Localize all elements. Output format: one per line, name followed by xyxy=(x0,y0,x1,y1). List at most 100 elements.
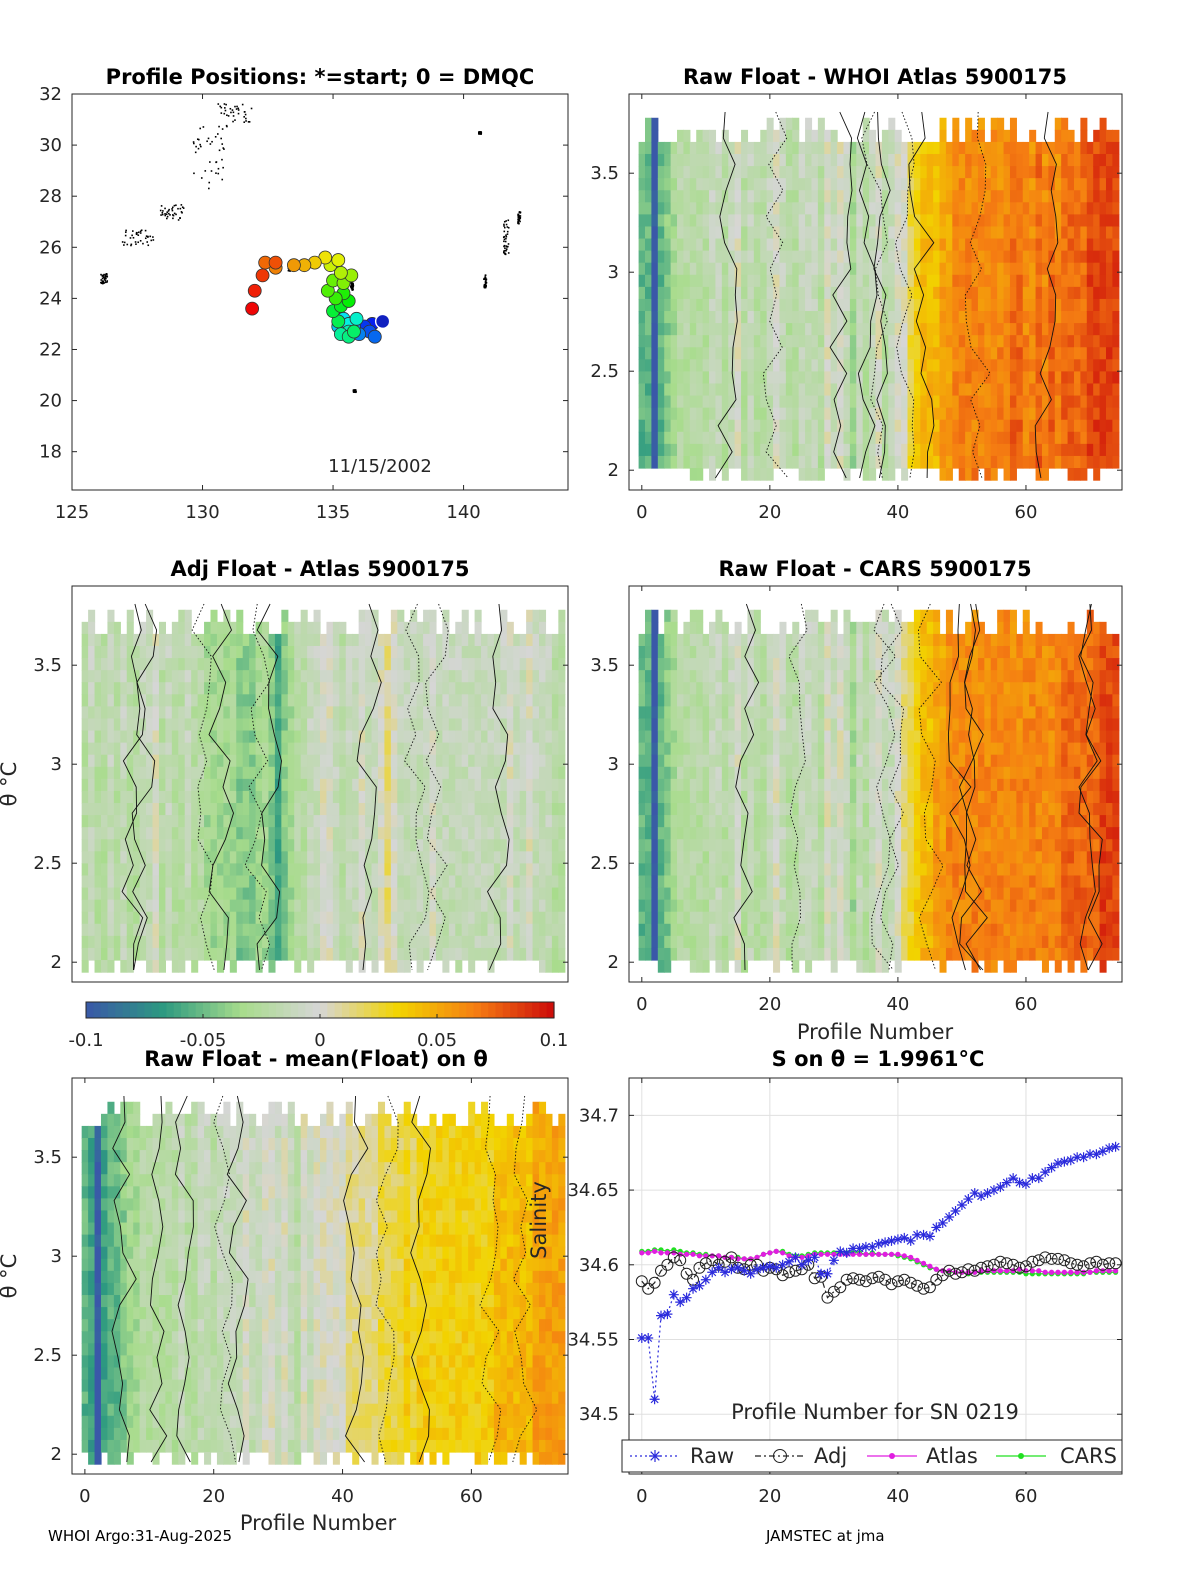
heatmap-cell xyxy=(977,347,985,360)
heatmap-cell xyxy=(371,754,379,768)
heatmap-cell xyxy=(689,455,697,469)
heatmap-cell xyxy=(294,766,302,780)
heatmap-cell xyxy=(1016,250,1024,264)
heatmap-cell xyxy=(410,609,418,623)
heatmap-cell xyxy=(191,863,199,877)
heatmap-cell xyxy=(824,129,832,143)
heatmap-cell xyxy=(638,190,646,203)
heatmap-cell xyxy=(326,754,334,768)
heatmap-cell xyxy=(191,911,199,925)
heatmap-cell xyxy=(307,887,315,901)
heatmap-cell xyxy=(268,706,276,720)
heatmap-cell xyxy=(1035,419,1043,433)
heatmap-cell xyxy=(977,214,985,228)
heatmap-cell xyxy=(696,347,704,360)
heatmap-cell xyxy=(1035,347,1043,360)
heatmap-cell xyxy=(907,419,915,433)
heatmap-cell xyxy=(990,347,998,360)
heatmap-cell xyxy=(715,323,723,336)
heatmap-cell xyxy=(753,468,761,481)
heatmap-cell xyxy=(294,875,302,889)
heatmap-cell xyxy=(1029,383,1037,397)
heatmap-cell xyxy=(1093,129,1101,143)
heatmap-cell xyxy=(171,645,179,659)
heatmap-cell xyxy=(1080,371,1088,385)
heatmap-cell xyxy=(734,250,742,264)
heatmap-cell xyxy=(94,911,102,925)
heatmap-cell xyxy=(339,766,347,780)
heatmap-cell xyxy=(442,766,450,780)
heatmap-cell xyxy=(862,455,870,469)
heatmap-cell xyxy=(184,645,192,659)
heatmap-cell xyxy=(721,383,729,397)
heatmap-cell xyxy=(429,730,437,744)
heatmap-cell xyxy=(493,778,501,792)
heatmap-cell xyxy=(171,706,179,720)
heatmap-cell xyxy=(300,609,308,623)
heatmap-cell xyxy=(952,250,960,264)
heatmap-cell xyxy=(410,670,418,683)
heatmap-cell xyxy=(242,947,250,961)
heatmap-cell xyxy=(281,863,289,877)
heatmap-cell xyxy=(397,827,405,840)
heatmap-cell xyxy=(229,851,237,864)
heatmap-cell xyxy=(843,141,851,155)
heatmap-cell xyxy=(113,935,121,949)
heatmap-cell xyxy=(313,621,321,635)
heatmap-cell xyxy=(651,863,659,877)
heatmap-cell xyxy=(1080,347,1088,360)
heatmap-cell xyxy=(242,887,250,901)
heatmap-cell xyxy=(1086,311,1094,324)
heatmap-cell xyxy=(779,359,787,372)
heatmap-cell xyxy=(1035,455,1043,469)
heatmap-cell xyxy=(139,645,147,659)
heatmap-cell xyxy=(1061,262,1069,276)
heatmap-cell xyxy=(500,766,508,780)
heatmap-cell xyxy=(881,323,889,336)
heatmap-cell xyxy=(926,214,934,228)
heatmap-cell xyxy=(313,658,321,671)
heatmap-cell xyxy=(371,899,379,913)
heatmap-cell xyxy=(1041,226,1049,240)
heatmap-cell xyxy=(645,153,653,167)
heatmap-cell xyxy=(339,718,347,732)
heatmap-cell xyxy=(792,166,800,179)
heatmap-cell xyxy=(894,371,902,385)
heatmap-cell xyxy=(683,190,691,203)
heatmap-cell xyxy=(1080,395,1088,409)
heatmap-cell xyxy=(107,923,115,937)
heatmap-cell xyxy=(152,960,160,973)
heatmap-cell xyxy=(551,706,559,720)
heatmap-cell xyxy=(811,190,819,203)
heatmap-cell xyxy=(545,815,553,828)
heatmap-cell xyxy=(901,166,909,179)
heatmap-cell xyxy=(939,419,947,433)
coast-dot xyxy=(517,221,520,223)
heatmap-cell xyxy=(689,262,697,276)
heatmap-cell xyxy=(255,947,263,961)
heatmap-cell xyxy=(358,778,366,792)
heatmap-cell xyxy=(958,468,966,481)
heatmap-cell xyxy=(120,706,128,720)
heatmap-cell xyxy=(1067,274,1075,288)
heatmap-cell xyxy=(255,851,263,864)
heatmap-cell xyxy=(824,298,832,312)
heatmap-cell xyxy=(493,911,501,925)
heatmap-cell xyxy=(1003,359,1011,372)
heatmap-cell xyxy=(875,166,883,179)
heatmap-cell xyxy=(442,815,450,828)
heatmap-cell xyxy=(817,226,825,240)
heatmap-cell xyxy=(657,359,665,372)
heatmap-cell xyxy=(255,839,263,852)
heatmap-cell xyxy=(1099,214,1107,228)
adj-atlas-heatmap xyxy=(72,586,568,982)
heatmap-cell xyxy=(1080,383,1088,397)
heatmap-cell xyxy=(1086,153,1094,167)
heatmap-cell xyxy=(539,754,547,768)
heatmap-cell xyxy=(352,694,360,707)
heatmap-cell xyxy=(397,923,405,937)
heatmap-cell xyxy=(236,790,244,804)
heatmap-cell xyxy=(952,202,960,215)
heatmap-cell xyxy=(939,298,947,312)
heatmap-cell xyxy=(862,117,870,131)
